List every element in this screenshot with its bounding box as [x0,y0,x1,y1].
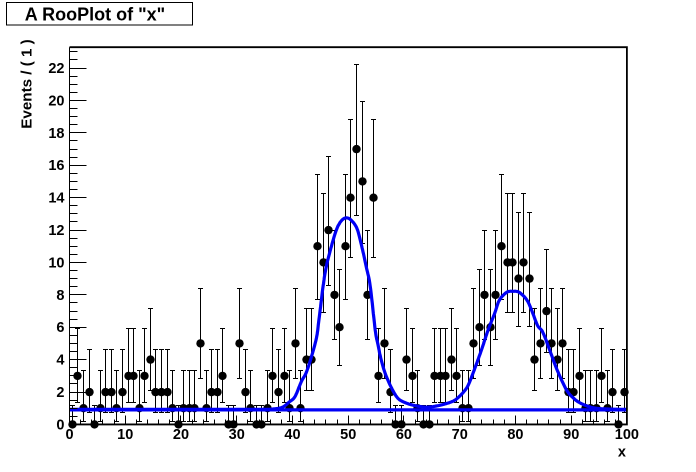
svg-text:80: 80 [507,427,523,443]
svg-text:Events / ( 1 ): Events / ( 1 ) [19,39,36,128]
svg-text:70: 70 [452,427,468,443]
svg-text:20: 20 [173,427,189,443]
svg-text:8: 8 [56,288,64,304]
svg-text:10: 10 [117,427,133,443]
svg-text:0: 0 [56,417,64,433]
svg-text:22: 22 [48,61,64,77]
svg-text:18: 18 [48,126,64,142]
svg-text:6: 6 [56,320,64,336]
svg-text:10: 10 [48,255,64,271]
svg-text:60: 60 [396,427,412,443]
svg-text:20: 20 [48,93,64,109]
svg-text:A RooPlot of "x": A RooPlot of "x" [25,4,165,24]
svg-text:4: 4 [56,353,64,369]
svg-text:16: 16 [48,158,64,174]
svg-text:x: x [618,445,626,461]
svg-text:12: 12 [48,223,64,239]
svg-text:0: 0 [65,427,73,443]
svg-text:50: 50 [340,427,356,443]
svg-text:100: 100 [615,427,639,443]
svg-text:90: 90 [563,427,579,443]
svg-text:40: 40 [284,427,300,443]
svg-text:2: 2 [56,385,64,401]
svg-text:14: 14 [48,191,64,207]
svg-text:30: 30 [229,427,245,443]
